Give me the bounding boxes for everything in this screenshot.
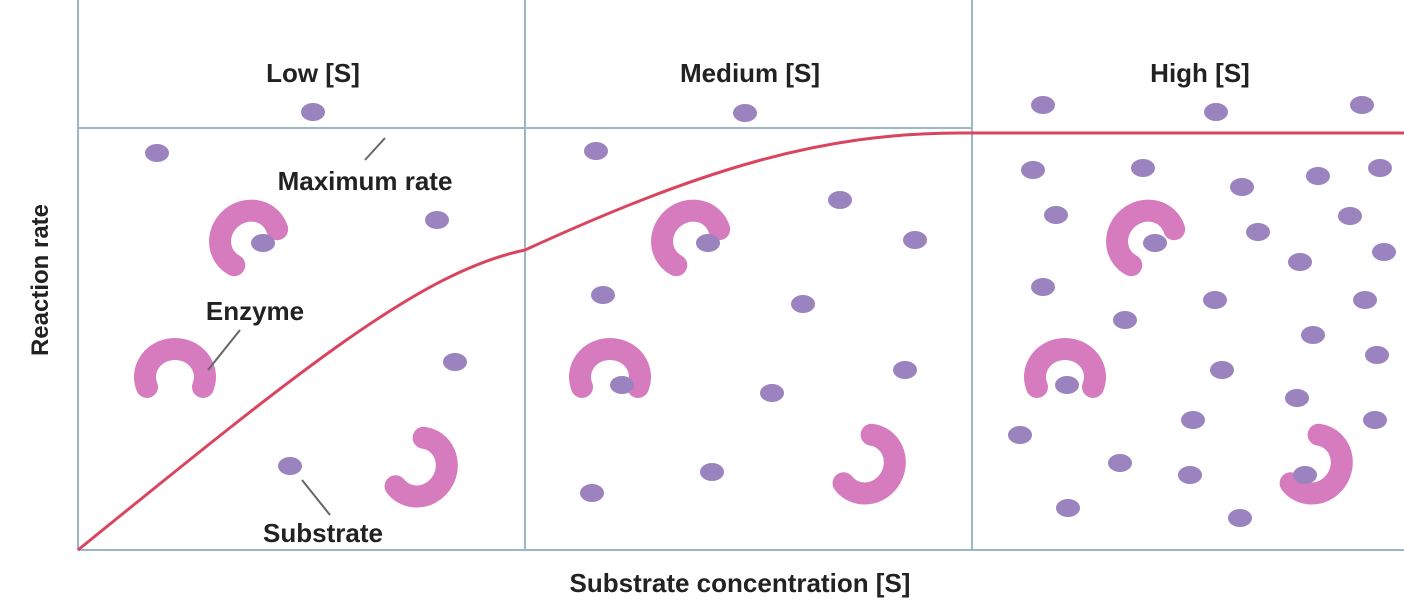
panel-label: Low [S] [266,58,360,88]
substrate [696,234,720,252]
substrate [425,211,449,229]
substrate [1350,96,1374,114]
panel-label: Medium [S] [680,58,820,88]
substrate [1228,509,1252,527]
substrate [278,457,302,475]
enzyme [1105,199,1175,267]
substrate [1204,103,1228,121]
panel-label: High [S] [1150,58,1250,88]
annotation: Enzyme [206,296,304,326]
substrate [1288,253,1312,271]
substrate [443,353,467,371]
shapes [145,96,1396,527]
substrate [1353,291,1377,309]
enzyme [145,349,205,387]
substrate [1363,411,1387,429]
enzyme [208,199,278,267]
substrate [1293,466,1317,484]
substrate [1301,326,1325,344]
diagram: Low [S] Medium [S] High [S] Maximum rate… [0,0,1404,602]
substrate [301,103,325,121]
substrate [1055,376,1079,394]
substrate [1246,223,1270,241]
substrate [1131,159,1155,177]
substrate [700,463,724,481]
substrate [791,295,815,313]
substrate [1143,234,1167,252]
substrate [1008,426,1032,444]
substrate [610,376,634,394]
x-axis-label: Substrate concentration [S] [570,568,911,598]
substrate [1285,389,1309,407]
substrate [1113,311,1137,329]
substrate [251,234,275,252]
substrate [1365,346,1389,364]
enzyme [843,433,906,504]
enzyme [395,436,458,507]
substrate [1021,161,1045,179]
substrate [1056,499,1080,517]
substrate [584,142,608,160]
page: Low [S] Medium [S] High [S] Maximum rate… [0,0,1404,602]
substrate [1108,454,1132,472]
substrate [893,361,917,379]
annotation: Substrate [263,518,383,548]
substrate [1044,206,1068,224]
y-axis-label: Reaction rate [27,204,54,356]
leader [365,138,385,160]
substrate [1031,278,1055,296]
substrate [1181,411,1205,429]
substrate [1203,291,1227,309]
substrate [1368,159,1392,177]
substrate [1338,207,1362,225]
substrate [760,384,784,402]
substrate [1306,167,1330,185]
annotation: Maximum rate [278,166,453,196]
substrate [145,144,169,162]
substrate [1230,178,1254,196]
substrate [828,191,852,209]
enzyme [650,199,720,267]
substrate [1031,96,1055,114]
substrate [1178,466,1202,484]
substrate [591,286,615,304]
leader [208,330,240,370]
leader [302,480,330,515]
substrate [733,104,757,122]
substrate [580,484,604,502]
substrate [1372,243,1396,261]
substrate [1210,361,1234,379]
substrate [903,231,927,249]
